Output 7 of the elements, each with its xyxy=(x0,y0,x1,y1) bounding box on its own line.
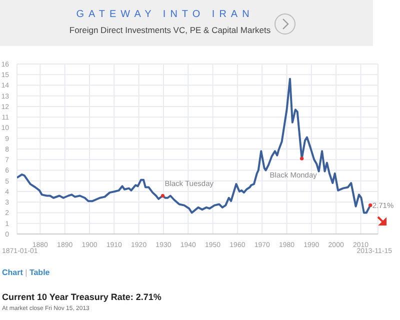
line-series xyxy=(17,78,372,214)
text: | xyxy=(24,268,28,277)
text: GATEWAY INTO IRAN xyxy=(75,9,255,20)
text: Chart xyxy=(2,268,23,277)
text: Table xyxy=(29,268,50,277)
text: Current 10 Year Treasury Rate: 2.71% xyxy=(2,292,162,302)
text: Foreign Direct Investments VC, PE & Capital Markets xyxy=(68,25,272,35)
